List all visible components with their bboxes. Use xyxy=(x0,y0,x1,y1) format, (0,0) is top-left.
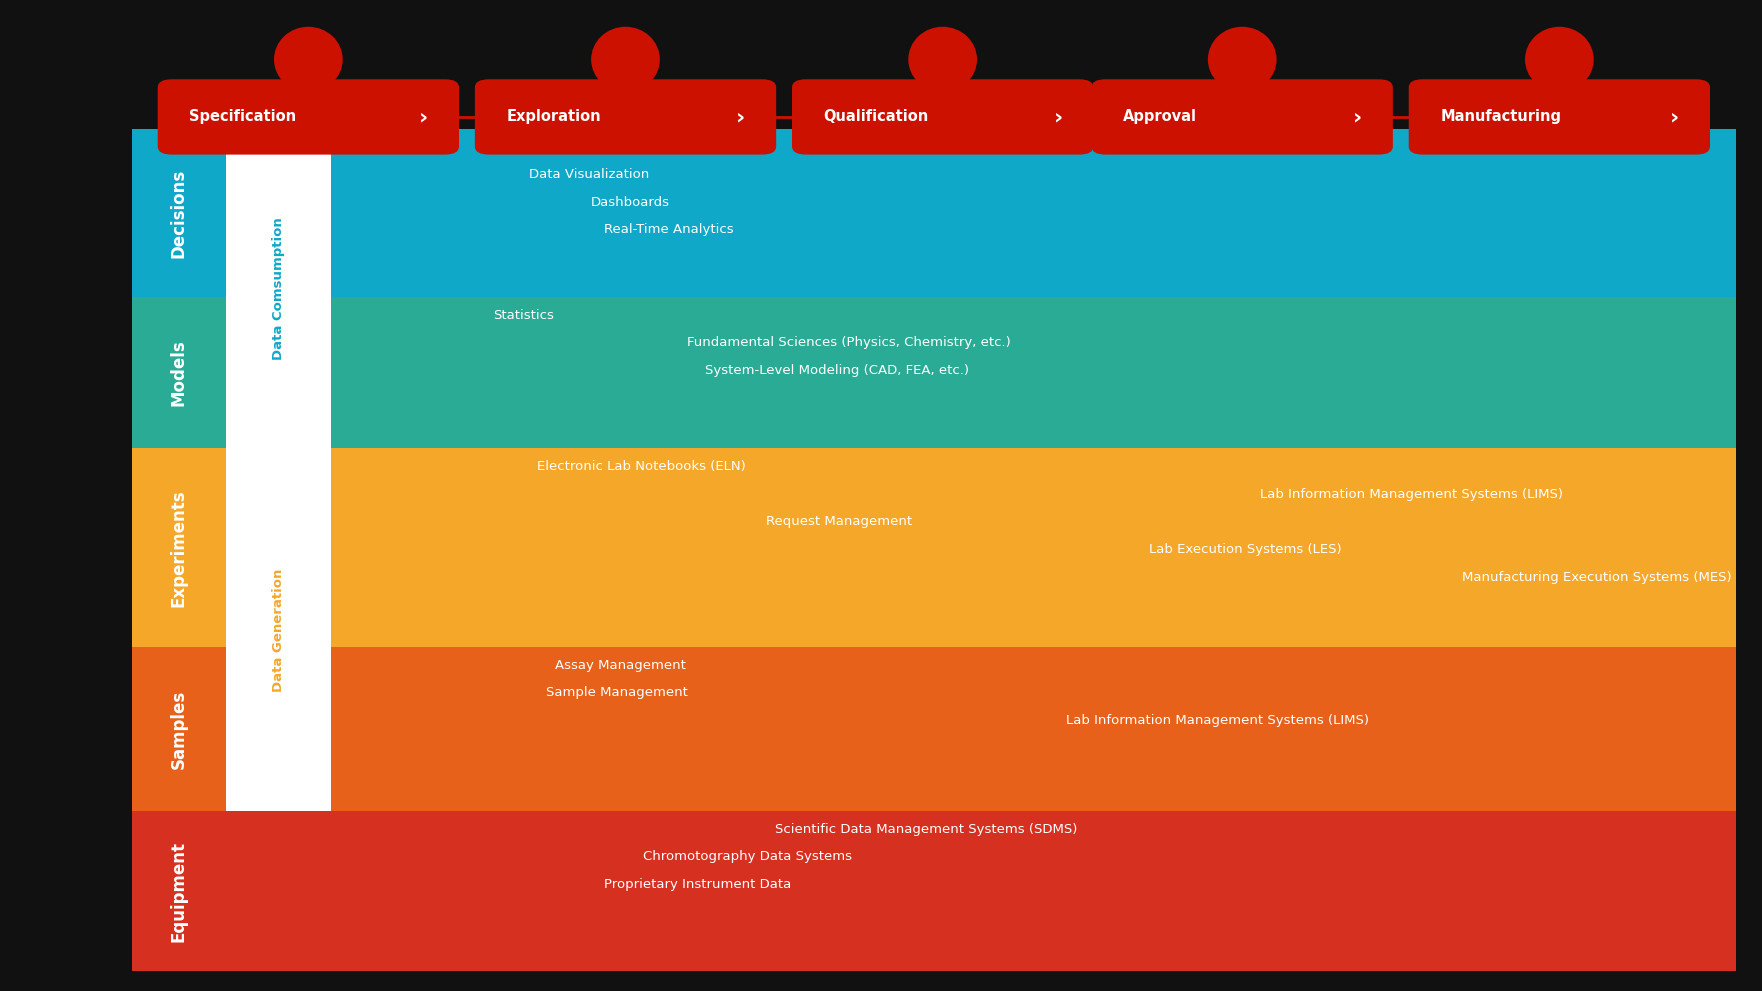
FancyBboxPatch shape xyxy=(157,79,458,155)
Bar xyxy=(226,449,331,812)
Text: ›: › xyxy=(419,107,428,127)
Text: Request Management: Request Management xyxy=(766,515,913,528)
Text: Fundamental Sciences (Physics, Chemistry, etc.): Fundamental Sciences (Physics, Chemistry… xyxy=(687,336,1011,350)
Ellipse shape xyxy=(909,27,976,92)
Text: ›: › xyxy=(737,107,745,127)
Text: Data Generation: Data Generation xyxy=(271,568,285,692)
Text: Chromotography Data Systems: Chromotography Data Systems xyxy=(643,850,853,863)
FancyBboxPatch shape xyxy=(1091,79,1392,155)
Ellipse shape xyxy=(275,27,342,92)
Bar xyxy=(132,297,1736,449)
Text: Assay Management: Assay Management xyxy=(555,659,685,672)
Bar xyxy=(132,812,1736,971)
FancyBboxPatch shape xyxy=(1410,79,1709,155)
Text: ›: › xyxy=(1670,107,1679,127)
Text: Specification: Specification xyxy=(189,109,296,125)
Bar xyxy=(226,129,331,449)
Text: Data Visualization: Data Visualization xyxy=(529,167,648,181)
Text: Decisions: Decisions xyxy=(169,168,189,258)
Text: Models: Models xyxy=(169,340,189,406)
Text: Data Comsumption: Data Comsumption xyxy=(271,217,285,360)
Text: Real-Time Analytics: Real-Time Analytics xyxy=(604,223,735,237)
Text: Experiments: Experiments xyxy=(169,489,189,606)
Text: Proprietary Instrument Data: Proprietary Instrument Data xyxy=(604,878,791,891)
Bar xyxy=(132,647,1736,812)
Text: Approval: Approval xyxy=(1124,109,1196,125)
Text: Lab Information Management Systems (LIMS): Lab Information Management Systems (LIMS… xyxy=(1066,715,1369,727)
Text: Equipment: Equipment xyxy=(169,840,189,941)
Bar xyxy=(132,449,1736,647)
Text: Project / Portfolio Management: Project / Portfolio Management xyxy=(493,140,700,154)
Text: Qualification: Qualification xyxy=(823,109,929,125)
Text: ›: › xyxy=(1054,107,1062,127)
Ellipse shape xyxy=(590,27,659,92)
Text: Lab Execution Systems (LES): Lab Execution Systems (LES) xyxy=(1149,543,1341,556)
Ellipse shape xyxy=(1526,27,1595,92)
Text: Manufacturing Execution Systems (MES): Manufacturing Execution Systems (MES) xyxy=(1462,571,1732,584)
FancyBboxPatch shape xyxy=(793,79,1092,155)
Ellipse shape xyxy=(1209,27,1276,92)
Text: Statistics: Statistics xyxy=(493,308,555,322)
Text: ›: › xyxy=(1353,107,1362,127)
Text: Sample Management: Sample Management xyxy=(546,687,689,700)
Text: System-Level Modeling (CAD, FEA, etc.): System-Level Modeling (CAD, FEA, etc.) xyxy=(705,364,969,378)
FancyBboxPatch shape xyxy=(474,79,775,155)
Bar xyxy=(132,129,1736,297)
Text: Exploration: Exploration xyxy=(507,109,601,125)
Text: Dashboards: Dashboards xyxy=(590,195,670,209)
Text: Electronic Lab Notebooks (ELN): Electronic Lab Notebooks (ELN) xyxy=(537,460,745,473)
Text: Manufacturing: Manufacturing xyxy=(1440,109,1561,125)
Text: Samples: Samples xyxy=(169,690,189,769)
Text: Scientific Data Management Systems (SDMS): Scientific Data Management Systems (SDMS… xyxy=(775,823,1078,835)
Text: Lab Information Management Systems (LIMS): Lab Information Management Systems (LIMS… xyxy=(1260,488,1563,500)
